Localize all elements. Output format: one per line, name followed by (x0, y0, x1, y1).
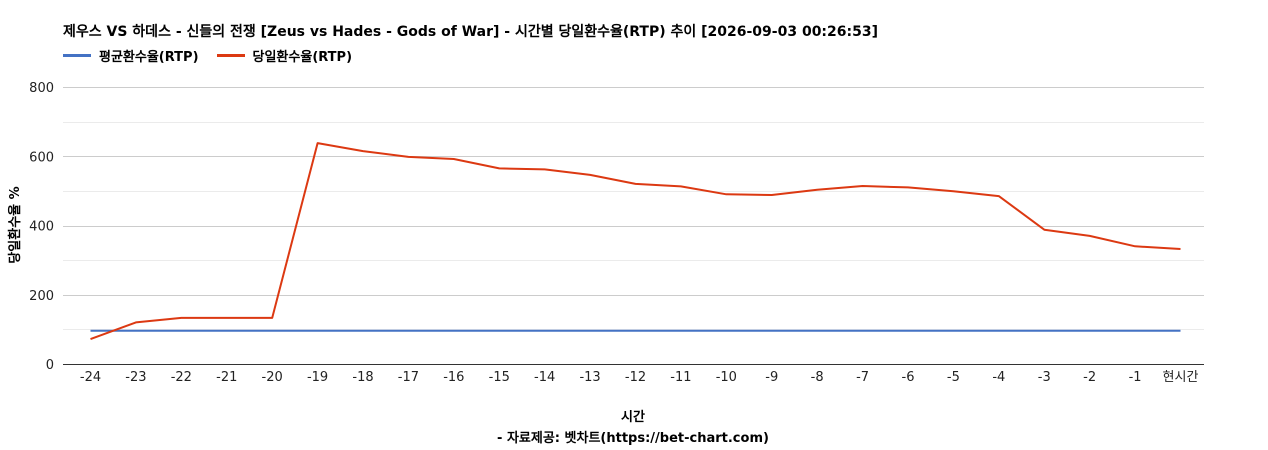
y-tick-label: 600 (29, 150, 54, 165)
data-point-average[interactable] (224, 328, 229, 333)
data-point-average[interactable] (815, 328, 820, 333)
data-point-daily[interactable] (406, 154, 411, 159)
data-point-average[interactable] (1178, 328, 1183, 333)
x-tick-labels: -24 -23 -22 -21 -20 -19 -18 -17 -16 -15 -14 -13 -12 -… (80, 370, 1199, 385)
x-tick-label: -7 (856, 370, 869, 385)
data-point-daily[interactable] (678, 184, 683, 189)
x-tick-label: -1 (1129, 370, 1142, 385)
y-tick-labels: 0 200 400 600 800 (29, 81, 54, 373)
x-tick-label: -18 (352, 370, 373, 385)
x-tick-label: -12 (625, 370, 646, 385)
data-point-average[interactable] (951, 328, 956, 333)
y-axis-title: 당일환수율 % (7, 186, 23, 263)
x-axis-title: 시간 (621, 409, 645, 425)
x-tick-label: -10 (716, 370, 737, 385)
data-point-average[interactable] (133, 328, 138, 333)
data-point-daily[interactable] (1042, 227, 1047, 232)
x-tick-label: -14 (534, 370, 555, 385)
data-point-average[interactable] (996, 328, 1001, 333)
data-point-daily[interactable] (361, 149, 366, 154)
y-tick-label: 0 (46, 358, 54, 373)
x-tick-label: -21 (216, 370, 237, 385)
data-point-average[interactable] (724, 328, 729, 333)
data-point-average[interactable] (678, 328, 683, 333)
x-tick-label: -13 (579, 370, 600, 385)
data-point-average[interactable] (633, 328, 638, 333)
data-point-average[interactable] (906, 328, 911, 333)
x-tick-label: -8 (811, 370, 824, 385)
data-point-average[interactable] (315, 328, 320, 333)
data-point-daily[interactable] (860, 184, 865, 189)
data-point-average[interactable] (406, 328, 411, 333)
legend-swatch-daily (216, 54, 245, 57)
source-credit: - 자료제공: 벳차트(https://bet-chart.com) (497, 430, 769, 446)
x-tick-label: -2 (1083, 370, 1096, 385)
data-point-daily[interactable] (224, 315, 229, 320)
x-tick-label: -23 (125, 370, 146, 385)
x-tick-label: 현시간 (1163, 370, 1199, 385)
grid-lines (63, 87, 1204, 365)
data-point-average[interactable] (451, 328, 456, 333)
data-point-average[interactable] (497, 328, 502, 333)
x-tick-label: -11 (670, 370, 691, 385)
x-tick-label: -4 (992, 370, 1005, 385)
legend-label-daily: 당일환수율(RTP) (252, 50, 353, 65)
data-point-daily[interactable] (270, 315, 275, 320)
data-point-daily[interactable] (906, 185, 911, 190)
data-point-average[interactable] (542, 328, 547, 333)
data-point-average[interactable] (179, 328, 184, 333)
data-point-daily[interactable] (815, 187, 820, 192)
y-tick-label: 200 (29, 289, 54, 304)
data-point-daily[interactable] (133, 320, 138, 325)
x-tick-label: -3 (1038, 370, 1051, 385)
data-point-daily[interactable] (951, 189, 956, 194)
x-tick-label: -5 (947, 370, 960, 385)
data-point-average[interactable] (860, 328, 865, 333)
data-point-daily[interactable] (1133, 244, 1138, 249)
data-point-average[interactable] (1042, 328, 1047, 333)
y-tick-label: 800 (29, 81, 54, 96)
data-point-daily[interactable] (633, 181, 638, 186)
y-tick-label: 400 (29, 220, 54, 235)
x-tick-label: -15 (489, 370, 510, 385)
x-tick-label: -24 (80, 370, 101, 385)
data-point-daily[interactable] (542, 167, 547, 172)
legend-item-average[interactable]: 평균환수율(RTP) (63, 46, 199, 65)
data-point-daily[interactable] (451, 157, 456, 162)
data-point-average[interactable] (270, 328, 275, 333)
data-point-average[interactable] (1087, 328, 1092, 333)
data-point-daily[interactable] (497, 166, 502, 171)
legend: 평균환수율(RTP) 당일환수율(RTP) (63, 46, 370, 65)
data-point-daily[interactable] (996, 194, 1001, 199)
x-tick-label: -19 (307, 370, 328, 385)
x-tick-label: -17 (398, 370, 419, 385)
data-point-average[interactable] (769, 328, 774, 333)
chart-title: 제우스 VS 하데스 - 신들의 전쟁 [Zeus vs Hades - God… (63, 24, 878, 40)
data-point-daily[interactable] (1178, 247, 1183, 252)
data-point-daily[interactable] (88, 337, 93, 342)
data-point-daily[interactable] (724, 192, 729, 197)
data-point-daily[interactable] (588, 172, 593, 177)
series-line-daily (90, 142, 1181, 341)
x-tick-label: -22 (171, 370, 192, 385)
data-point-average[interactable] (88, 328, 93, 333)
x-tick-label: -16 (443, 370, 464, 385)
data-point-daily[interactable] (179, 315, 184, 320)
legend-item-daily[interactable]: 당일환수율(RTP) (216, 46, 353, 65)
x-tick-label: -20 (262, 370, 283, 385)
data-point-daily[interactable] (315, 141, 320, 146)
x-tick-label: -9 (765, 370, 778, 385)
data-point-daily[interactable] (1087, 233, 1092, 238)
legend-swatch-average (63, 54, 91, 57)
data-point-daily[interactable] (769, 193, 774, 198)
data-point-average[interactable] (361, 328, 366, 333)
legend-label-average: 평균환수율(RTP) (99, 50, 199, 65)
series-lines (88, 141, 1183, 342)
data-point-average[interactable] (1133, 328, 1138, 333)
data-point-average[interactable] (588, 328, 593, 333)
x-tick-label: -6 (902, 370, 915, 385)
